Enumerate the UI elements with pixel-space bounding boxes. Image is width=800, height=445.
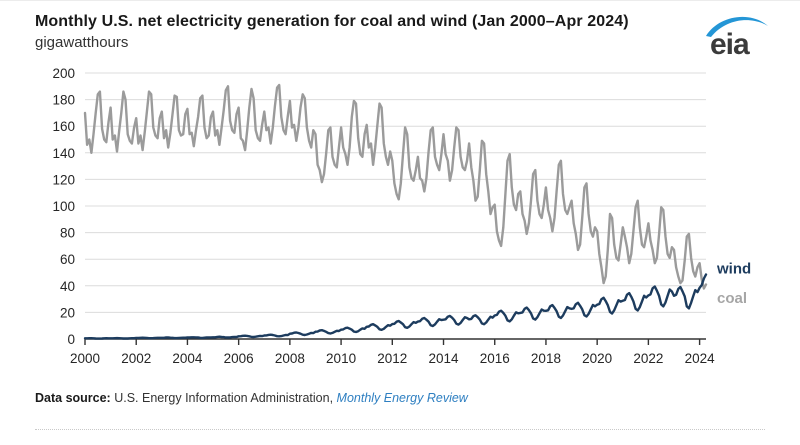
x-tick-label-2020: 2020 <box>582 351 612 366</box>
wind-line-series <box>83 273 708 340</box>
coal-line-series <box>83 83 708 290</box>
y-tick-label-120: 120 <box>52 172 75 187</box>
y-tick-label-20: 20 <box>60 305 75 320</box>
x-tick-label-2022: 2022 <box>633 351 663 366</box>
eia-logo: eia <box>706 16 768 59</box>
y-tick-label-180: 180 <box>52 93 75 108</box>
x-tick-label-2012: 2012 <box>377 351 407 366</box>
y-tick-label-200: 200 <box>52 66 75 81</box>
x-tick-label-2000: 2000 <box>70 351 100 366</box>
data-source-label: Data source: <box>35 391 115 405</box>
y-tick-label-80: 80 <box>60 226 75 241</box>
coal-series-label: coal <box>717 290 747 307</box>
x-tick-label-2024: 2024 <box>685 351 716 366</box>
data-source-text: U.S. Energy Information Administration, <box>114 391 337 405</box>
y-tick-label-160: 160 <box>52 119 75 134</box>
x-tick-label-2018: 2018 <box>531 351 561 366</box>
monthly-energy-review-link[interactable]: Monthly Energy Review <box>336 391 468 405</box>
x-tick-label-2014: 2014 <box>428 351 459 366</box>
chart-area: 0 20 40 60 80 100 120 140 160 180 200 2000 2002 2004 2… <box>0 61 800 373</box>
x-tick-label-2016: 2016 <box>480 351 510 366</box>
y-tick-label-100: 100 <box>52 199 75 214</box>
wind-series-label: wind <box>716 261 751 278</box>
page-title: Monthly U.S. net electricity generation … <box>35 13 629 30</box>
units-subtitle: gigawatthours <box>35 34 129 51</box>
x-tick-label-2008: 2008 <box>275 351 305 366</box>
x-tick-label-2002: 2002 <box>121 351 151 366</box>
y-tick-label-0: 0 <box>67 332 75 347</box>
chart-header: Monthly U.S. net electricity generation … <box>35 13 695 51</box>
x-tick-label-2010: 2010 <box>326 351 356 366</box>
y-tick-label-140: 140 <box>52 146 75 161</box>
data-source-footer: Data source: U.S. Energy Information Adm… <box>35 391 468 405</box>
line-chart: 0 20 40 60 80 100 120 140 160 180 200 2000 2002 2004 2… <box>52 66 751 366</box>
eia-logo-text: eia <box>710 28 750 59</box>
x-tick-label-2006: 2006 <box>224 351 254 366</box>
eia-logo-swoosh-icon <box>706 16 768 37</box>
y-tick-label-60: 60 <box>60 252 75 267</box>
bottom-dotted-divider <box>35 429 765 430</box>
y-tick-label-40: 40 <box>60 279 75 294</box>
x-tick-label-2004: 2004 <box>172 351 203 366</box>
